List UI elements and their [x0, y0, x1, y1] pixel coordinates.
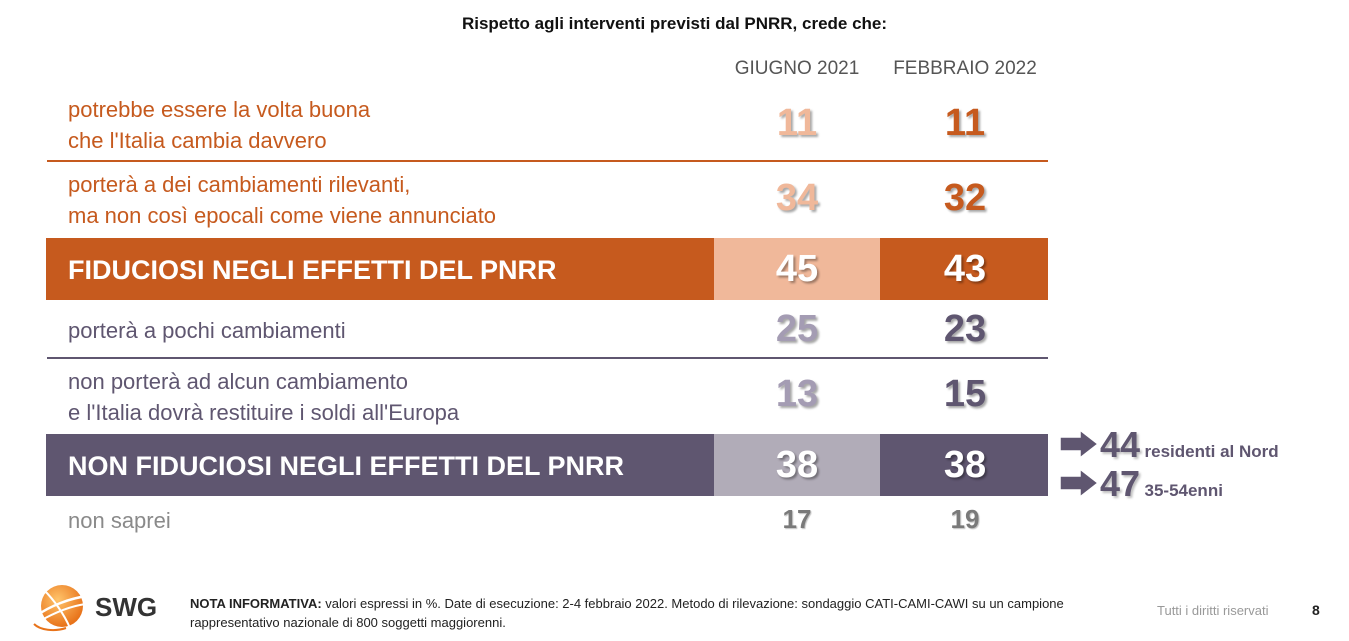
- non-fiduciosi-cell-2021: [714, 434, 880, 496]
- value-volta-buona-2022: 11: [944, 102, 986, 144]
- row-label-nessun-cambiamento: non porterà ad alcun cambiamento e l'Ita…: [68, 369, 460, 425]
- footer-note-label: NOTA INFORMATIVA:: [190, 596, 322, 611]
- value-pochi-cambiamenti-2021: 25: [775, 308, 819, 350]
- value-volta-buona-2021: 11: [776, 102, 818, 144]
- arrow-right-icon: [1059, 428, 1100, 460]
- arrow-right-icon: [1059, 467, 1100, 499]
- callout-nord-value: 44: [1100, 424, 1141, 465]
- value-cambiamenti-rilevanti-2021: 34: [775, 177, 819, 219]
- value-non-saprei-2021: 17: [782, 504, 812, 534]
- value-nessun-cambiamento-2021: 13: [775, 373, 819, 415]
- footer-note-text: valori espressi in %. Date di esecuzione…: [190, 596, 1064, 630]
- non-fiduciosi-band: [46, 434, 1048, 496]
- value-fiduciosi-2022: 43: [943, 248, 987, 290]
- page-number: 8: [1312, 602, 1320, 618]
- row-label-pochi-cambiamenti: porterà a pochi cambiamenti: [68, 318, 346, 343]
- row-label-non-saprei: non saprei: [68, 508, 171, 533]
- value-nessun-cambiamento-2022: 15: [943, 373, 987, 415]
- value-cambiamenti-rilevanti-2022: 32: [943, 177, 987, 219]
- value-non-saprei-2022: 19: [950, 504, 980, 534]
- callout-eta: 47 35-54enni: [1100, 463, 1223, 505]
- row-label-cambiamenti-rilevanti: porterà a dei cambiamenti rilevanti, ma …: [68, 172, 497, 228]
- footer-note: NOTA INFORMATIVA: valori espressi in %. …: [190, 594, 1070, 632]
- copyright-text: Tutti i diritti riservati: [1157, 603, 1269, 618]
- value-non-fiduciosi-2021: 38: [775, 444, 819, 486]
- swg-logo-text: SWG: [95, 592, 158, 622]
- callout-eta-value: 47: [1100, 463, 1141, 504]
- callout-nord-label: residenti al Nord: [1144, 442, 1279, 461]
- row-divider: [47, 357, 1048, 359]
- row-label-volta-buona: potrebbe essere la volta buona che l'Ita…: [68, 97, 371, 153]
- value-non-fiduciosi-2022: 38: [943, 444, 987, 486]
- column-header-febbraio-2022: FEBBRAIO 2022: [893, 58, 1037, 79]
- fiduciosi-band: [46, 238, 1048, 300]
- value-pochi-cambiamenti-2022: 23: [943, 308, 987, 350]
- swg-globe-logo-icon: [33, 585, 89, 632]
- value-fiduciosi-2021: 45: [775, 248, 819, 290]
- band-label-fiduciosi: FIDUCIOSI NEGLI EFFETTI DEL PNRR: [68, 255, 557, 285]
- callout-nord: 44 residenti al Nord: [1100, 424, 1279, 466]
- row-divider: [47, 160, 1048, 162]
- fiduciosi-cell-2021: [714, 238, 880, 300]
- band-label-non-fiduciosi: NON FIDUCIOSI NEGLI EFFETTI DEL PNRR: [68, 451, 625, 481]
- chart-title: Rispetto agli interventi previsti dal PN…: [461, 14, 888, 33]
- column-header-giugno-2021: GIUGNO 2021: [734, 58, 860, 79]
- callout-eta-label: 35-54enni: [1144, 481, 1223, 500]
